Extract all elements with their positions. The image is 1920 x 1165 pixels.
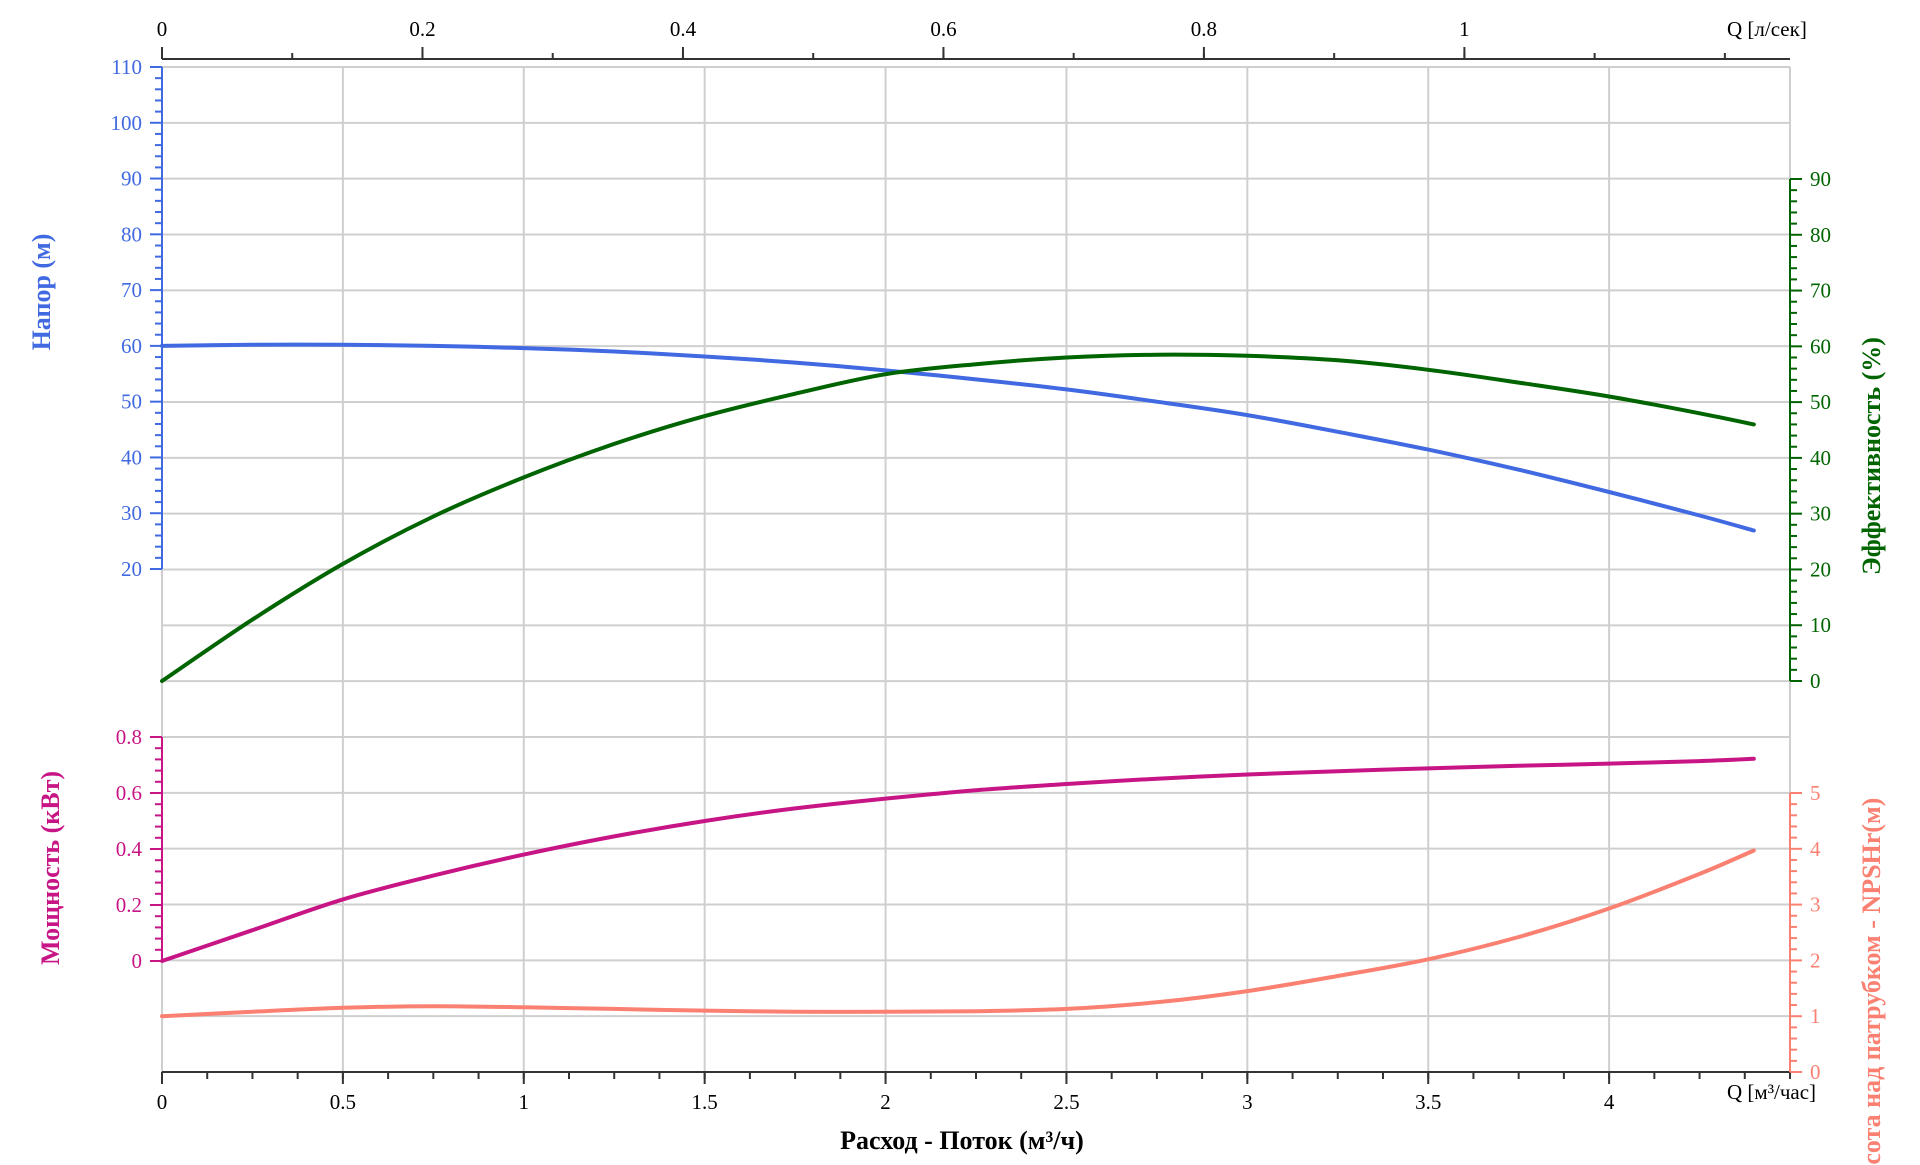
head-tick-label: 80 — [121, 222, 142, 246]
head-tick-label: 110 — [111, 55, 142, 79]
x-axis-title: Расход - Поток (м³/ч) — [840, 1126, 1084, 1155]
efficiency-tick-label: 30 — [1810, 502, 1831, 526]
x-tick-label: 3 — [1242, 1090, 1253, 1114]
npsh-tick-label: 2 — [1810, 948, 1821, 972]
x-tick-label: 1 — [519, 1090, 530, 1114]
head-tick-label: 40 — [121, 445, 142, 469]
efficiency-tick-label: 80 — [1810, 223, 1831, 247]
head-tick-label: 90 — [121, 167, 142, 191]
efficiency-axis-title: Эффективность (%) — [1857, 337, 1886, 575]
x2-tick-label: 0.8 — [1191, 17, 1217, 41]
x2-tick-label: 1 — [1459, 17, 1470, 41]
power-tick-label: 0.2 — [116, 893, 142, 917]
efficiency-tick-label: 20 — [1810, 557, 1831, 581]
npsh-tick-label: 3 — [1810, 893, 1821, 917]
power-tick-label: 0 — [132, 949, 143, 973]
head-tick-label: 50 — [121, 390, 142, 414]
head-tick-label: 30 — [121, 501, 142, 525]
power-series-line — [160, 756, 1756, 963]
x2-tick-label: 0.6 — [930, 17, 956, 41]
npsh-series-line — [160, 848, 1756, 1019]
x-tick-label: 0.5 — [330, 1090, 356, 1114]
x2-tick-label: 0.2 — [409, 17, 435, 41]
npsh-tick-label: 0 — [1810, 1060, 1821, 1084]
x-tick-label: 3.5 — [1415, 1090, 1441, 1114]
head-tick-label: 70 — [121, 278, 142, 302]
efficiency-tick-label: 60 — [1810, 334, 1831, 358]
x-tick-label: 2.5 — [1053, 1090, 1079, 1114]
axes: 0 0.5 1 1.5 2 2.5 3 3.5 40 0.2 0.4 0.6 0.8 1203040506… — [111, 17, 1832, 1114]
efficiency-tick-label: 40 — [1810, 446, 1831, 470]
series-lines — [160, 342, 1756, 1019]
efficiency-tick-label: 70 — [1810, 279, 1831, 303]
efficiency-tick-label: 90 — [1810, 167, 1831, 191]
grid-lines — [161, 66, 1791, 1073]
efficiency-tick-label: 0 — [1810, 669, 1821, 693]
efficiency-tick-label: 50 — [1810, 390, 1831, 414]
npsh-tick-label: 5 — [1810, 781, 1821, 805]
x-unit-label: Q [м³/час] — [1727, 1080, 1816, 1104]
x-tick-label: 1.5 — [692, 1090, 718, 1114]
npsh-tick-label: 4 — [1810, 837, 1821, 861]
head-series-line — [160, 342, 1756, 533]
npsh-axis-title: Высота над патрубком - NPSHr(м) — [1857, 798, 1886, 1165]
x2-tick-label: 0 — [157, 17, 168, 41]
efficiency-tick-label: 10 — [1810, 613, 1831, 637]
x-tick-label: 0 — [157, 1090, 168, 1114]
head-axis-title: Напор (м) — [27, 234, 56, 351]
head-tick-label: 100 — [111, 111, 143, 135]
npsh-tick-label: 1 — [1810, 1004, 1821, 1028]
head-tick-label: 60 — [121, 334, 142, 358]
power-tick-label: 0.4 — [116, 837, 143, 861]
power-tick-label: 0.8 — [116, 725, 142, 749]
x-tick-label: 2 — [880, 1090, 891, 1114]
x2-tick-label: 0.4 — [670, 17, 697, 41]
efficiency-series-line — [160, 352, 1756, 683]
power-tick-label: 0.6 — [116, 781, 142, 805]
power-axis-title: Мощность (кВт) — [36, 771, 65, 965]
x2-unit-label: Q [л/сек] — [1727, 17, 1807, 41]
x-tick-label: 4 — [1604, 1090, 1615, 1114]
head-tick-label: 20 — [121, 557, 142, 581]
